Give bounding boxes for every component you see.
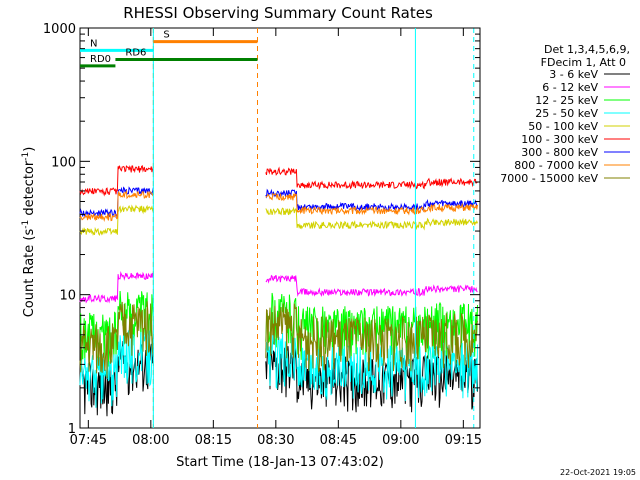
state-bars: S N RD0 RD6 — [80, 30, 258, 68]
series-100-300-kev — [79, 165, 478, 197]
series-line — [79, 301, 154, 379]
legend-entry-label: 50 - 100 keV — [528, 120, 598, 133]
legend-entry-label: 25 - 50 keV — [535, 107, 598, 120]
series-800-7000-kev — [79, 189, 478, 223]
series-7000-15000-kev — [79, 301, 478, 379]
footer-date: 22-Oct-2021 19:05 — [560, 468, 636, 477]
legend-entry-label: 12 - 25 keV — [535, 94, 598, 107]
legend-entry-label: 3 - 6 keV — [549, 68, 598, 81]
legend-entry-label: 300 - 800 keV — [521, 146, 598, 159]
x-tick-label: 07:45 — [70, 433, 107, 448]
y-tick-label: 1000 — [43, 22, 76, 37]
plot-frame — [79, 27, 481, 429]
plot-area — [79, 27, 481, 429]
legend-header-line-2: FDecim 1, Att 0 — [541, 56, 626, 69]
series-line — [265, 303, 478, 374]
markers-layer — [152, 28, 475, 428]
series-line — [265, 206, 478, 231]
legend-entry-label: 7000 - 15000 keV — [500, 172, 598, 185]
y-axis-label: Count Rate (s-1 detector-1) — [21, 147, 37, 318]
legend-entry-label: 100 - 300 keV — [521, 133, 598, 146]
legend-header-line-1: Det 1,3,4,5,6,9, — [544, 43, 630, 56]
legend: Det 1,3,4,5,6,9, FDecim 1, Att 0 3 - 6 k… — [500, 43, 630, 185]
state-bar-label: RD0 — [90, 54, 111, 65]
chart-title: RHESSI Observing Summary Count Rates — [123, 4, 433, 22]
state-bar-label: S — [163, 30, 169, 41]
x-tick-label: 08:15 — [195, 433, 232, 448]
x-tick-label: 08:30 — [257, 433, 294, 448]
x-tick-label: 09:15 — [445, 433, 482, 448]
series-300-800-kev — [79, 186, 478, 219]
x-tick-label: 09:00 — [382, 433, 419, 448]
x-tick-label: 08:45 — [320, 433, 357, 448]
series-25-50-kev — [79, 330, 478, 408]
series-line — [265, 274, 478, 297]
axes: 07:45 08:00 08:15 08:30 08:45 09:00 09:15 1 10 10… — [43, 22, 482, 448]
state-bar-label: N — [90, 38, 97, 49]
legend-entry-label: 6 - 12 keV — [542, 81, 598, 94]
series-line — [79, 271, 154, 304]
series-line — [79, 204, 154, 237]
series-line — [265, 166, 478, 190]
y-tick-label: 100 — [51, 155, 76, 170]
x-tick-label: 08:00 — [132, 433, 169, 448]
state-bar-label: RD6 — [125, 48, 146, 59]
y-tick-label: 10 — [59, 289, 76, 304]
legend-entry-label: 800 - 7000 keV — [514, 159, 598, 172]
series-line — [79, 165, 154, 197]
y-tick-label: 1 — [68, 422, 76, 437]
series-6-12-kev — [79, 271, 478, 304]
series-50-100-kev — [79, 204, 478, 237]
series-line — [265, 188, 478, 212]
series-line — [79, 186, 154, 219]
series-line — [265, 192, 478, 216]
series-layer — [79, 165, 478, 417]
series-line — [265, 332, 478, 402]
series-line — [79, 189, 154, 223]
series-line — [79, 330, 154, 408]
x-axis-label: Start Time (18-Jan-13 07:43:02) — [176, 455, 384, 470]
